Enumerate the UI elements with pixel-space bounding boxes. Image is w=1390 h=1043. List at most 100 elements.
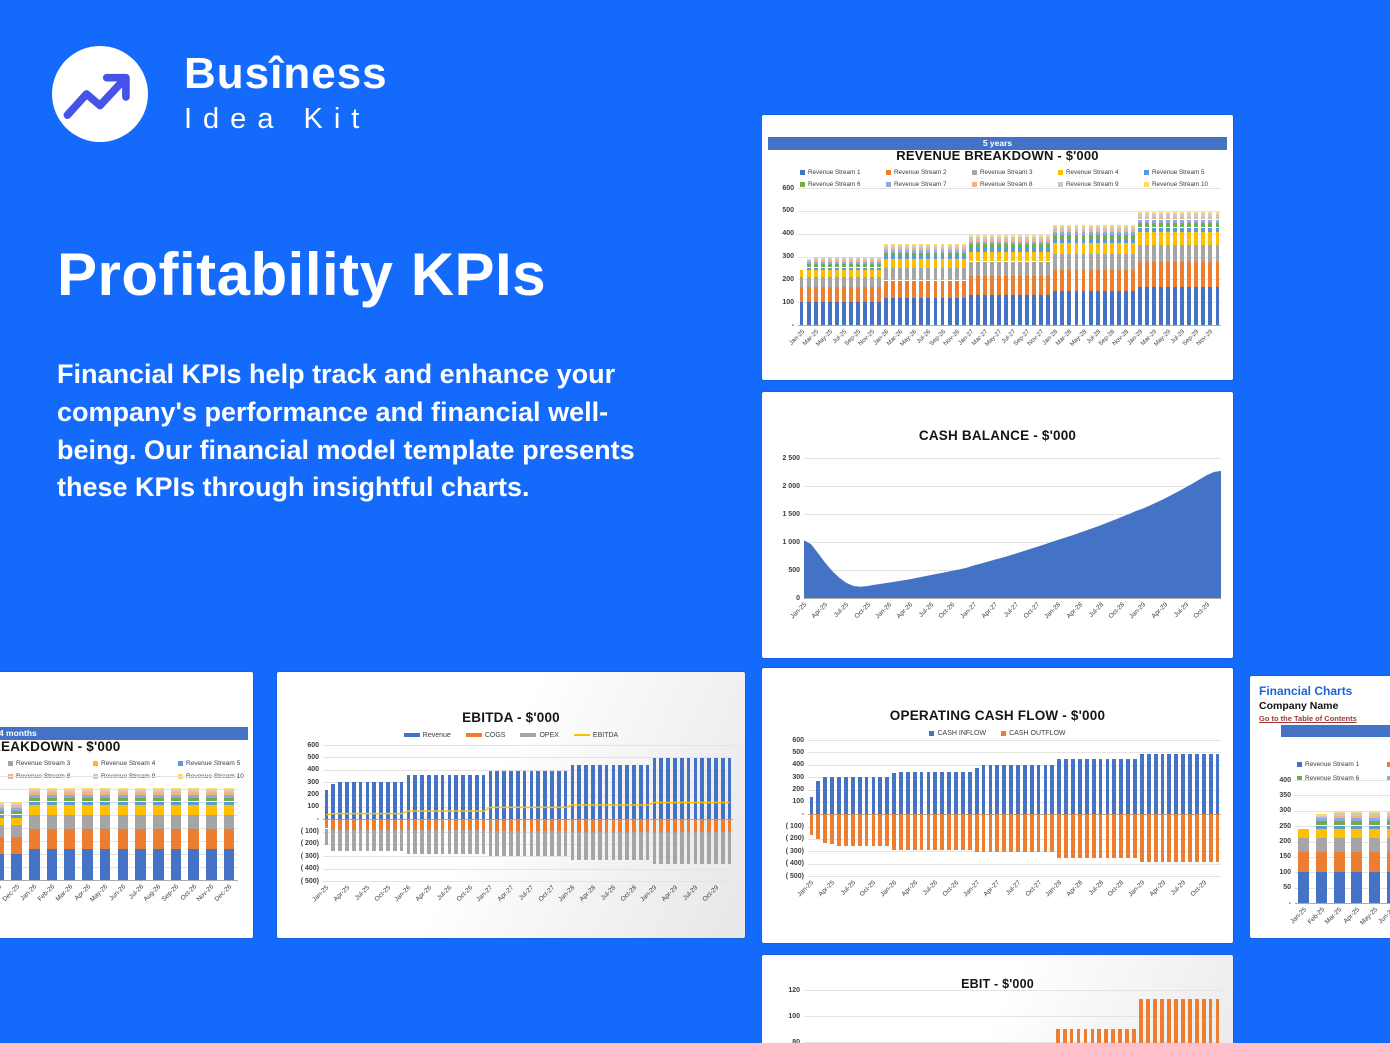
y-tick-label: 1 500 <box>782 510 800 518</box>
bar-segment <box>841 267 846 271</box>
bar-segment <box>135 788 146 791</box>
bar-segment <box>1130 269 1135 292</box>
bar-segment <box>1139 999 1143 1043</box>
bar-segment <box>135 794 146 798</box>
bar-segment <box>1194 211 1199 215</box>
bar-segment <box>891 256 896 260</box>
legend-item: Revenue Stream 3 <box>8 760 70 767</box>
bar-segment <box>968 239 973 242</box>
bar-segment <box>170 805 182 815</box>
bar-segment <box>351 782 356 820</box>
bar-segment <box>1081 226 1086 230</box>
y-tick-label: 1 000 <box>782 538 800 546</box>
bar-segment <box>1173 222 1178 228</box>
bar-segment <box>940 267 945 281</box>
bar-segment <box>820 260 825 262</box>
bar-segment <box>1123 254 1128 270</box>
bar-segment <box>1187 286 1192 325</box>
legend-swatch <box>886 169 891 175</box>
bar-segment <box>919 252 924 256</box>
bar-segment <box>1369 813 1381 816</box>
legend-swatch <box>178 760 183 766</box>
bar-segment <box>1333 813 1345 816</box>
y-tick-label: 300 <box>792 773 804 781</box>
bar-segment <box>1208 219 1213 223</box>
bar-segment <box>827 256 832 259</box>
bar-segment <box>841 256 846 259</box>
bar-segment <box>515 770 520 820</box>
bar-segment <box>11 810 22 815</box>
bar-segment <box>556 819 561 831</box>
bar-segment <box>536 819 541 831</box>
gridline <box>808 764 1221 766</box>
bar-segment <box>806 277 811 288</box>
legend-item: Revenue Stream 4 <box>1058 169 1119 176</box>
bar-segment <box>877 260 881 262</box>
legend-swatch <box>1387 761 1390 767</box>
bar-segment <box>855 277 860 288</box>
bar-segment <box>1351 872 1363 904</box>
bar-segment <box>433 819 438 831</box>
bar-segment <box>1146 814 1151 863</box>
bar-segment <box>351 829 356 851</box>
legend-item: Revenue Stream 8 <box>972 181 1033 188</box>
bar-segment <box>0 814 5 818</box>
bar-segment <box>1208 244 1213 263</box>
bar-segment <box>1130 291 1135 325</box>
bar-segment <box>64 801 76 806</box>
bar-segment <box>1067 226 1072 230</box>
bar-segment <box>1011 241 1015 245</box>
bar-segment <box>1102 238 1107 243</box>
bar-segment <box>1004 235 1008 238</box>
bar-segment <box>1098 759 1103 815</box>
bar-segment <box>843 814 848 847</box>
bar-segment <box>64 829 76 850</box>
table-of-contents-link[interactable]: Go to the Table of Contents <box>1259 714 1357 723</box>
gridline <box>798 210 1221 212</box>
bar-segment <box>714 757 718 820</box>
bar-segment <box>1053 269 1058 292</box>
bar-segment <box>1011 295 1015 325</box>
bar-segment <box>954 298 959 325</box>
bar-segment <box>345 829 349 851</box>
bar-segment <box>604 831 609 860</box>
bar-segment <box>170 797 182 802</box>
bar-segment <box>1102 291 1107 325</box>
bar-segment <box>153 794 164 798</box>
bar-segment <box>1004 295 1008 325</box>
bar-segment <box>1018 241 1022 245</box>
bar-segment <box>1194 286 1199 325</box>
bar-segment <box>1215 286 1220 325</box>
bar-segment <box>1145 232 1149 245</box>
bar-segment <box>495 770 500 820</box>
bar-segment <box>806 259 811 261</box>
bar-segment <box>816 814 821 839</box>
bar-segment <box>707 832 711 864</box>
bar-segment <box>1166 219 1171 223</box>
gridline <box>808 851 1221 853</box>
bar-segment <box>848 262 853 265</box>
bar-segment <box>46 801 58 806</box>
bar-segment <box>982 261 987 276</box>
bar-segment <box>206 829 217 850</box>
bar-segment <box>870 302 874 325</box>
legend-item: COGS <box>465 732 505 739</box>
bar-segment <box>0 825 5 838</box>
bar-segment <box>912 298 917 325</box>
bar-segment <box>345 782 349 820</box>
bar-segment <box>345 819 349 830</box>
bar-segment <box>813 267 818 271</box>
bar-segment <box>855 258 860 261</box>
bar-segment <box>857 776 862 815</box>
bar-segment <box>1215 227 1220 233</box>
bar-segment <box>1009 765 1013 815</box>
bar-segment <box>940 771 945 815</box>
bar-segment <box>926 814 931 851</box>
bar-segment <box>809 814 814 835</box>
bar-segment <box>543 830 547 857</box>
bar-segment <box>188 849 200 880</box>
bar-segment <box>1215 244 1220 263</box>
bar-segment <box>1166 262 1171 287</box>
gridline <box>798 188 1221 189</box>
bar-segment <box>848 264 853 268</box>
